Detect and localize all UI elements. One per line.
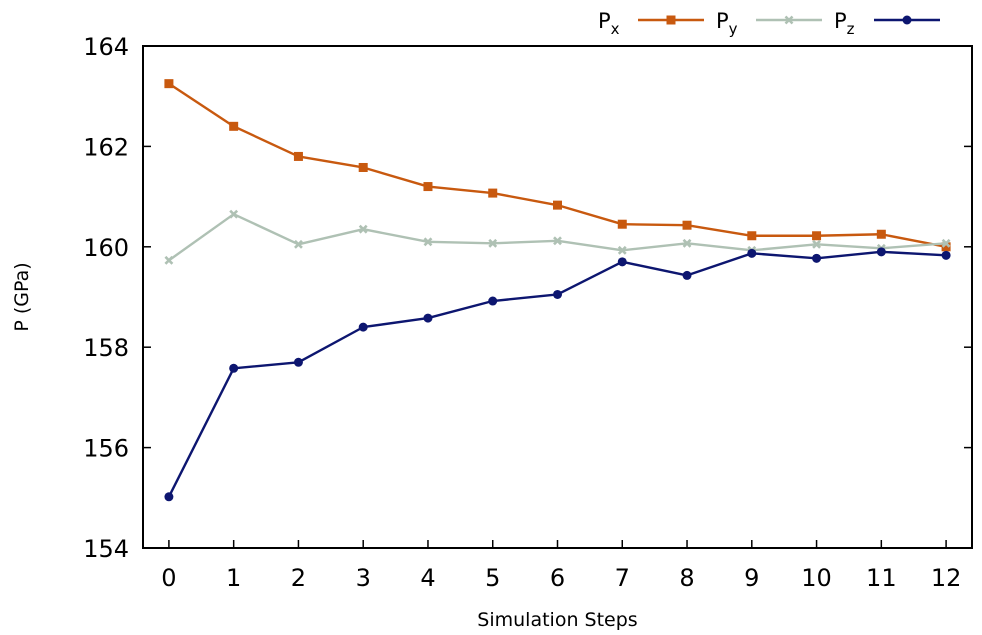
data-point-p-y	[164, 255, 174, 265]
y-tick-label: 160	[83, 234, 129, 262]
x-tick-label: 12	[931, 564, 962, 592]
data-point-p-y	[617, 245, 627, 255]
data-point-p-y	[812, 239, 821, 249]
data-point-p-z	[747, 248, 757, 258]
x-tick-label: 8	[679, 564, 694, 592]
data-point-p-x	[164, 79, 174, 89]
data-point-p-z	[423, 313, 433, 323]
data-point-p-x	[553, 200, 562, 210]
data-point-p-x	[941, 242, 951, 252]
data-point-p-x	[423, 182, 433, 192]
data-point-p-z	[876, 247, 886, 257]
legend-label-p-z: Pz	[834, 9, 855, 38]
x-tick-label: 11	[866, 564, 897, 592]
data-point-p-x	[812, 231, 822, 241]
data-point-p-y	[682, 238, 692, 248]
data-point-p-z	[293, 357, 303, 367]
x-axis-label: Simulation Steps	[477, 609, 637, 631]
x-tick-label: 6	[550, 564, 565, 592]
x-tick-label: 0	[161, 564, 176, 592]
legend-label-p-x: Px	[598, 9, 620, 38]
y-tick-label: 156	[83, 435, 129, 463]
x-tick-label: 9	[744, 564, 759, 592]
data-point-p-x	[488, 188, 498, 198]
series-line-p-z	[167, 250, 947, 498]
data-point-p-x	[617, 219, 627, 229]
y-tick-label: 158	[83, 334, 129, 362]
data-point-p-y	[488, 238, 498, 248]
y-axis-label: P (GPa)	[11, 262, 33, 331]
data-point-p-z	[617, 257, 627, 267]
data-point-p-z	[488, 296, 498, 306]
data-point-p-z	[358, 322, 368, 332]
y-tick-label: 154	[83, 535, 129, 563]
series-layer	[164, 79, 951, 502]
legend: Px Py Pz	[598, 9, 940, 38]
legend-marker-p-x	[666, 15, 676, 25]
data-point-p-y	[423, 237, 433, 247]
x-tick-label: 7	[615, 564, 630, 592]
data-point-p-x	[229, 121, 239, 131]
data-point-p-y	[294, 239, 303, 249]
x-tick-label: 4	[420, 564, 435, 592]
y-tick-label: 162	[83, 133, 129, 161]
data-point-p-x	[358, 162, 368, 172]
data-point-p-y	[553, 236, 562, 246]
legend-marker-p-y	[784, 15, 794, 25]
x-tick-label: 10	[801, 564, 832, 592]
series-line-p-y	[168, 212, 947, 262]
series-line-p-x	[168, 82, 947, 248]
data-point-p-x	[682, 220, 692, 230]
data-point-p-z	[682, 270, 692, 280]
data-point-p-y	[358, 224, 368, 234]
data-point-p-y	[941, 238, 951, 248]
data-point-p-z	[941, 250, 951, 260]
data-point-p-z	[553, 289, 562, 299]
x-tick-label: 5	[485, 564, 500, 592]
data-point-p-z	[164, 492, 174, 502]
data-point-p-x	[747, 231, 757, 241]
legend-marker-p-z	[902, 15, 912, 25]
legend-label-p-y: Py	[716, 9, 738, 38]
data-point-p-x	[876, 229, 886, 239]
data-point-p-z	[812, 253, 822, 263]
x-tick-label: 1	[226, 564, 241, 592]
y-tick-label: 164	[83, 33, 129, 61]
data-point-p-y	[229, 209, 239, 219]
x-tick-label: 3	[356, 564, 371, 592]
data-point-p-x	[293, 151, 303, 161]
x-tick-label: 2	[291, 564, 306, 592]
data-point-p-z	[229, 363, 239, 373]
